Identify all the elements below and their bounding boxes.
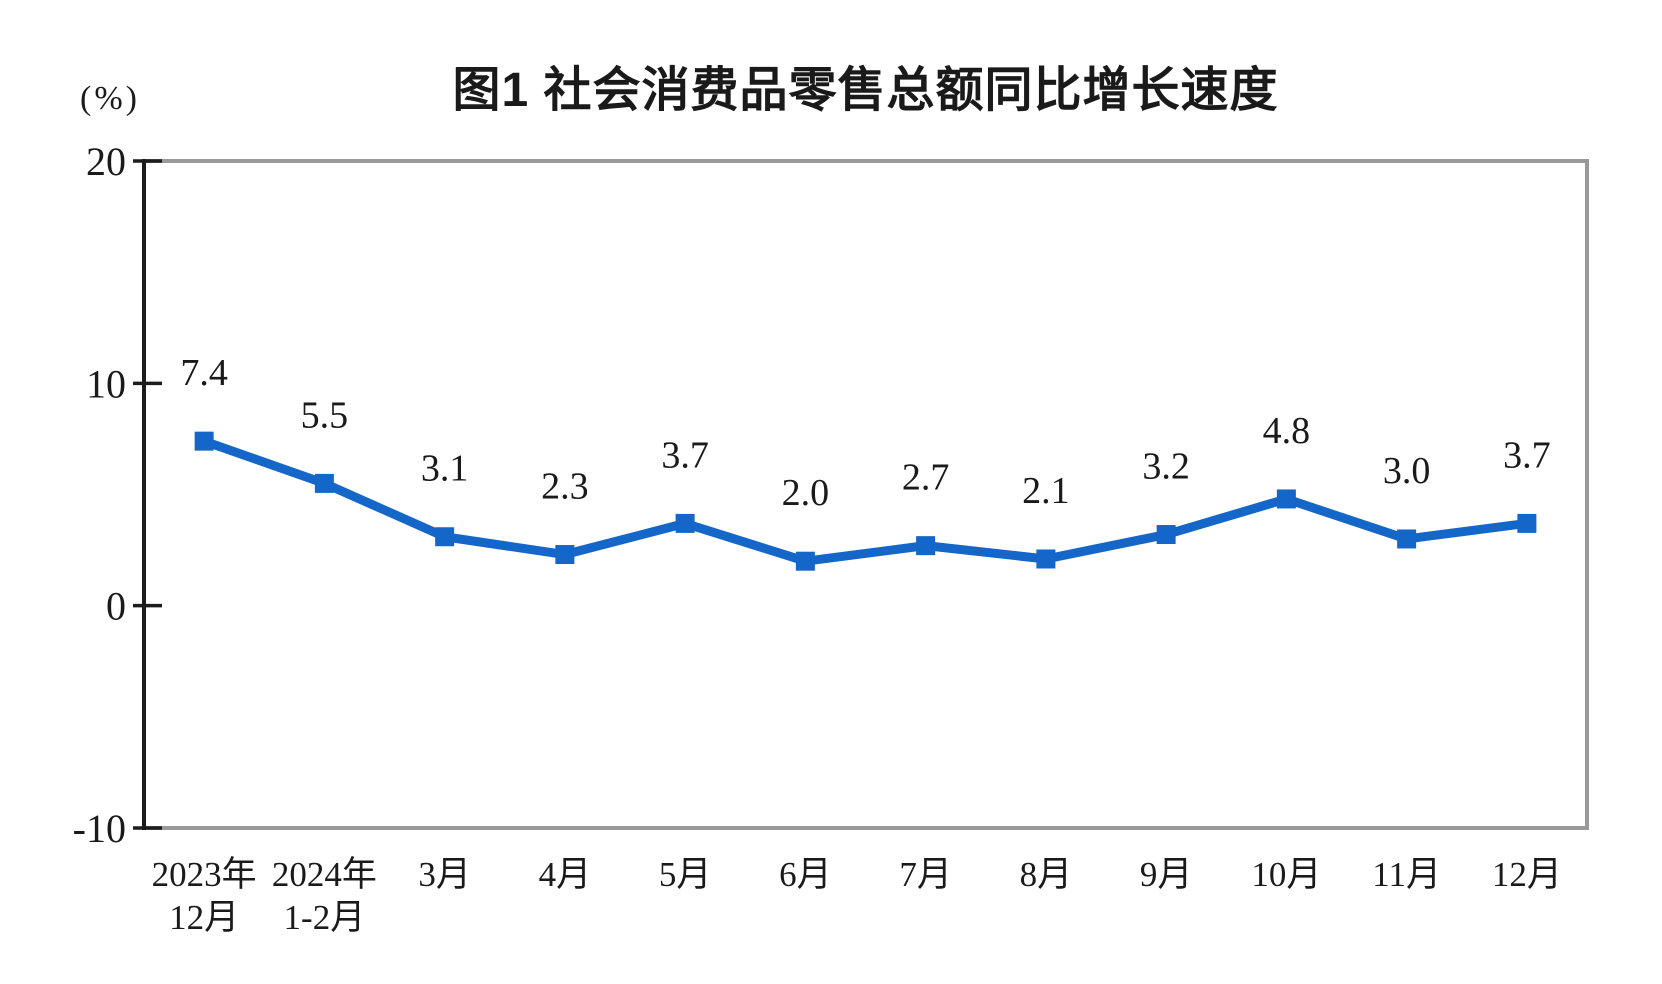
data-point-marker <box>1397 529 1417 549</box>
data-point-value-label: 2.1 <box>1022 470 1070 512</box>
y-axis-unit-label: (%) <box>80 80 140 117</box>
x-axis-category-label: 4月 <box>539 855 592 894</box>
y-axis-tick-label: 10 <box>86 361 126 406</box>
data-point-marker <box>1276 489 1296 509</box>
data-point-value-label: 7.4 <box>180 352 228 394</box>
x-axis-category-label: 10月 <box>1251 855 1321 894</box>
x-axis-category-label: 8月 <box>1020 855 1073 894</box>
x-axis-category-label: 2024年 1-2月 <box>272 855 377 937</box>
x-axis-category-label: 5月 <box>659 855 712 894</box>
data-point-value-label: 4.8 <box>1263 410 1311 452</box>
x-axis-category-label: 6月 <box>779 855 832 894</box>
data-point-marker <box>314 473 334 493</box>
data-point-value-label: 3.1 <box>421 448 469 490</box>
data-point-marker <box>1156 525 1176 545</box>
data-point-marker <box>435 527 455 547</box>
data-point-value-label: 3.0 <box>1383 450 1431 492</box>
data-point-marker <box>916 536 936 556</box>
x-axis-category-label: 9月 <box>1140 855 1193 894</box>
x-axis-category-label: 11月 <box>1372 855 1441 894</box>
data-point-value-label: 2.7 <box>902 457 950 499</box>
data-point-marker <box>795 551 815 571</box>
data-point-marker <box>555 545 575 565</box>
data-point-value-label: 2.3 <box>541 466 589 508</box>
y-axis-tick-label: -10 <box>73 806 126 851</box>
y-axis-tick-label: 20 <box>86 139 126 184</box>
data-point-marker <box>1036 549 1056 569</box>
x-axis-category-label: 12月 <box>1492 855 1562 894</box>
data-point-value-label: 3.7 <box>1503 434 1551 476</box>
data-point-marker <box>675 513 695 533</box>
series-line <box>199 436 1532 566</box>
data-point-value-label: 2.0 <box>782 472 830 514</box>
x-axis-category-label: 7月 <box>899 855 952 894</box>
data-point-value-label: 3.2 <box>1142 446 1190 488</box>
chart-title: 图1 社会消费品零售总额同比增长速度 <box>452 64 1279 117</box>
x-axis-category-label: 2023年 12月 <box>152 855 257 937</box>
x-axis-category-label: 3月 <box>418 855 471 894</box>
y-axis-tick-label: 0 <box>106 584 126 629</box>
data-point-marker <box>1517 513 1537 533</box>
data-point-value-label: 3.7 <box>661 434 709 476</box>
data-point-value-label: 5.5 <box>301 394 349 436</box>
data-point-marker <box>194 431 214 451</box>
